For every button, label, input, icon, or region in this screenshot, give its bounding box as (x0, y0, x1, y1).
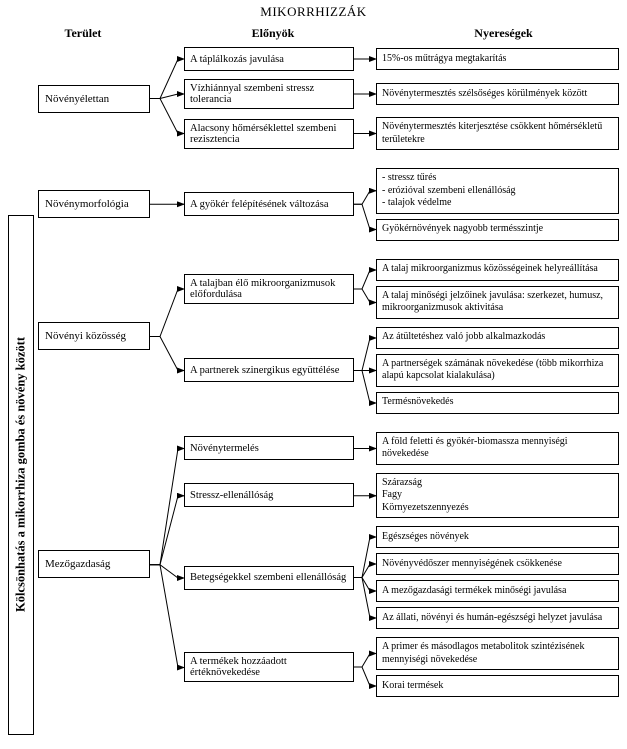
area-box: Növényélettan (38, 85, 150, 113)
gain-column: Növénytermesztés szélsőséges körülmények… (376, 83, 619, 105)
gain-box: - stressz tűrés- erózióval szembeni elle… (376, 168, 619, 214)
header-gains: Nyereségek (388, 26, 619, 41)
adv-gain-pair: A táplálkozás javulása 15%-os műtrágya me… (184, 47, 619, 71)
gain-column: SzárazságFagyKörnyezetszennyezés (376, 473, 619, 519)
header-area: Terület (8, 26, 158, 41)
area-box: Mezőgazdaság (38, 550, 150, 578)
advantage-box: A táplálkozás javulása (184, 47, 354, 71)
gain-box: Növénytermesztés kiterjesztése csökkent … (376, 117, 619, 150)
gain-box: Termésnövekedés (376, 392, 619, 414)
gain-box: A mezőgazdasági termékek minőségi javulá… (376, 580, 619, 602)
advantage-box: Növénytermelés (184, 436, 354, 460)
group: Növénymorfológia A gyökér felépítésének v… (38, 168, 619, 241)
gain-box: A talaj mikroorganizmus közösségeinek he… (376, 259, 619, 281)
header-advantages: Előnyök (158, 26, 388, 41)
diagram-content: Növényélettan A táplálkozás javulása 15%-o… (38, 47, 619, 735)
adv-gain-pair: Növénytermelés A föld feletti és gyökér-b… (184, 432, 619, 465)
gain-box: 15%-os műtrágya megtakarítás (376, 48, 619, 70)
gain-box: Növényvédőszer mennyiségének csökkenése (376, 553, 619, 575)
advantage-box: A talajban élő mikroorganizmusok előford… (184, 274, 354, 304)
gain-box: A partnerségek számának növekedése (több… (376, 354, 619, 387)
adv-gain-pair: A gyökér felépítésének változása - stress… (184, 168, 619, 241)
adv-gain-pair: A talajban élő mikroorganizmusok előford… (184, 259, 619, 319)
adv-gain-pair: Alacsony hőmérséklettel szembeni reziszt… (184, 117, 619, 150)
gain-box: A föld feletti és gyökér-biomassza menny… (376, 432, 619, 465)
gain-column: A talaj mikroorganizmus közösségeinek he… (376, 259, 619, 319)
gain-box: Az átültetéshez való jobb alkalmazkodás (376, 327, 619, 349)
area-box: Növényi közösség (38, 322, 150, 350)
gain-column: Az átültetéshez való jobb alkalmazkodás A… (376, 327, 619, 414)
gain-column: Növénytermesztés kiterjesztése csökkent … (376, 117, 619, 150)
gain-column: - stressz tűrés- erózióval szembeni elle… (376, 168, 619, 241)
advantage-box: Alacsony hőmérséklettel szembeni reziszt… (184, 119, 354, 149)
group: Mezőgazdaság Növénytermelés A föld feletti… (38, 432, 619, 698)
gain-column: A primer és másodlagos metabolitok szint… (376, 637, 619, 697)
page-title: MIKORRHIZZÁK (8, 4, 619, 20)
advantage-box: A termékek hozzáadott értéknövekedése (184, 652, 354, 682)
area-box: Növénymorfológia (38, 190, 150, 218)
gain-box: Az állati, növényi és humán-egészségi he… (376, 607, 619, 629)
gain-box: Egészséges növények (376, 526, 619, 548)
advantage-box: Betegségekkel szembeni ellenállóság (184, 566, 354, 590)
gain-box: SzárazságFagyKörnyezetszennyezés (376, 473, 619, 519)
advantage-box: A partnerek szinergikus együttélése (184, 358, 354, 382)
gain-column: 15%-os műtrágya megtakarítás (376, 48, 619, 70)
adv-gain-pair: Vízhiánnyal szembeni stressz tolerancia N… (184, 79, 619, 109)
column-headers: Terület Előnyök Nyereségek (8, 26, 619, 41)
gain-column: A föld feletti és gyökér-biomassza menny… (376, 432, 619, 465)
gain-box: A talaj minőségi jelzőinek javulása: sze… (376, 286, 619, 319)
advantage-box: Stressz-ellenállóság (184, 483, 354, 507)
adv-gain-pair: Betegségekkel szembeni ellenállóság Egész… (184, 526, 619, 629)
adv-gain-pair: A partnerek szinergikus együttélése Az át… (184, 327, 619, 414)
adv-gain-pair: Stressz-ellenállóság SzárazságFagyKörnyez… (184, 473, 619, 519)
gain-column: Egészséges növények Növényvédőszer mennyi… (376, 526, 619, 629)
group: Növényélettan A táplálkozás javulása 15%-o… (38, 47, 619, 150)
adv-gain-pair: A termékek hozzáadott értéknövekedése A p… (184, 637, 619, 697)
gain-box: Növénytermesztés szélsőséges körülmények… (376, 83, 619, 105)
gain-box: Gyökérnövények nagyobb termésszintje (376, 219, 619, 241)
advantage-box: Vízhiánnyal szembeni stressz tolerancia (184, 79, 354, 109)
advantage-box: A gyökér felépítésének változása (184, 192, 354, 216)
side-label: Kölcsönhatás a mikorrhiza gomba és növén… (8, 215, 34, 735)
gain-box: Korai termések (376, 675, 619, 697)
group: Növényi közösség A talajban élő mikroorga… (38, 259, 619, 414)
gain-box: A primer és másodlagos metabolitok szint… (376, 637, 619, 670)
